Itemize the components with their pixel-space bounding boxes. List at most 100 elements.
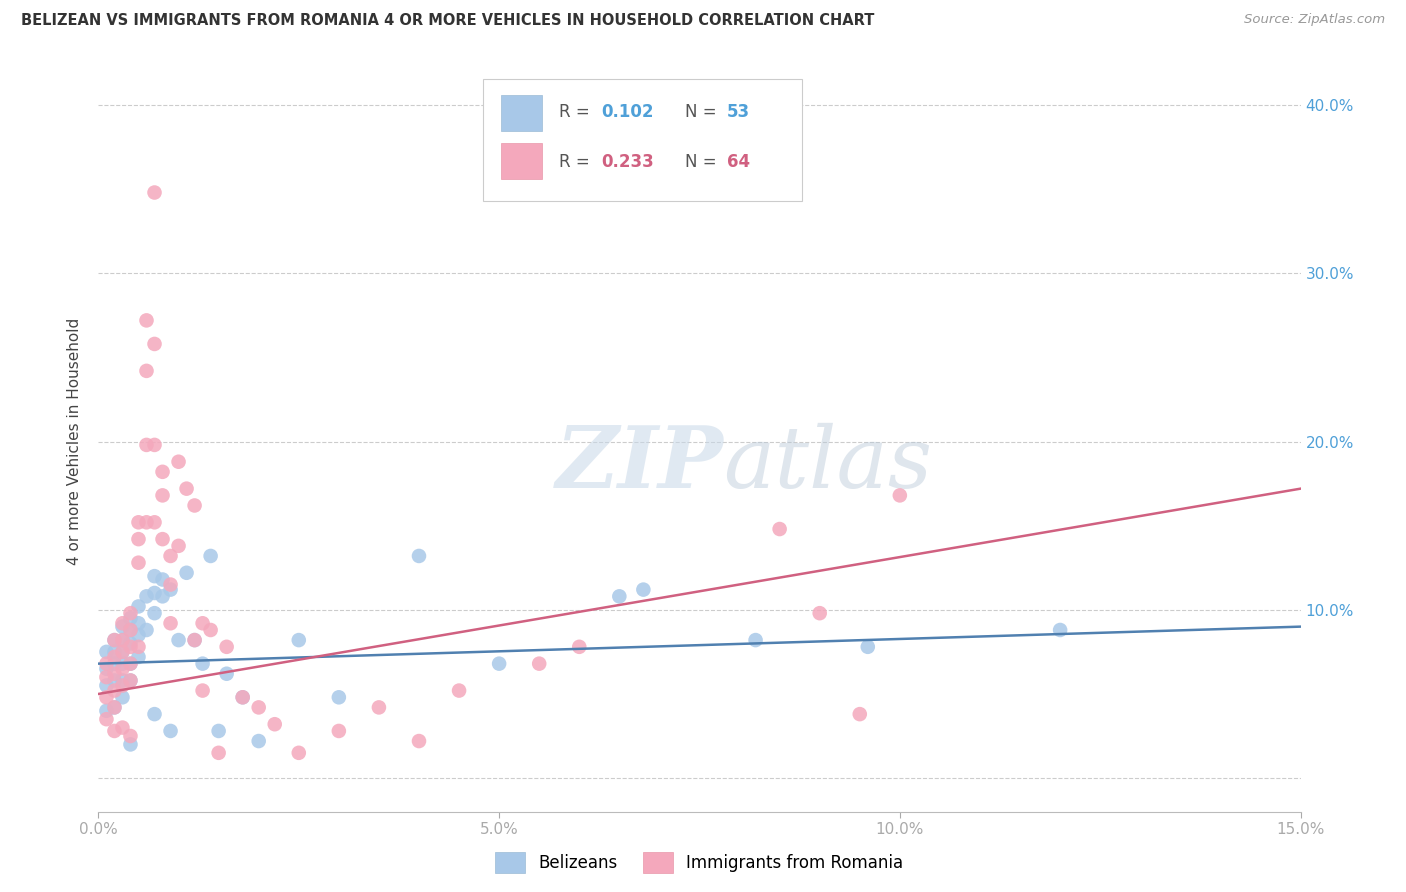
Point <box>215 640 238 654</box>
Point <box>488 657 510 671</box>
Point <box>159 577 181 591</box>
Point <box>128 616 150 631</box>
Point <box>120 640 142 654</box>
Point <box>152 532 174 546</box>
Point <box>152 573 174 587</box>
Text: 0.233: 0.233 <box>600 153 654 171</box>
Point <box>143 516 166 530</box>
Point <box>120 738 142 752</box>
Point <box>408 734 430 748</box>
Point <box>408 549 430 563</box>
FancyBboxPatch shape <box>501 144 541 178</box>
Point <box>152 465 174 479</box>
Point <box>111 645 134 659</box>
Point <box>167 633 190 648</box>
Point <box>111 616 134 631</box>
Point <box>103 633 125 648</box>
Point <box>609 590 631 604</box>
Point <box>159 723 181 738</box>
Point <box>96 657 118 671</box>
Point <box>856 640 879 654</box>
Point <box>183 499 205 513</box>
Point <box>120 657 142 671</box>
Point <box>103 645 125 659</box>
Point <box>176 482 198 496</box>
Point <box>288 746 311 760</box>
Point <box>96 704 118 718</box>
Point <box>120 606 142 620</box>
Point <box>808 606 831 620</box>
Point <box>1049 623 1071 637</box>
Point <box>128 649 150 664</box>
Point <box>152 488 174 502</box>
Text: 53: 53 <box>727 103 751 121</box>
Point <box>128 599 150 614</box>
Point <box>111 633 134 648</box>
Point <box>889 488 911 502</box>
Point <box>183 633 205 648</box>
Point <box>529 657 551 671</box>
Point <box>135 590 157 604</box>
Point <box>120 623 142 637</box>
Text: N =: N = <box>685 103 721 121</box>
Point <box>288 633 311 648</box>
Point <box>135 364 157 378</box>
Point <box>96 690 118 705</box>
Point <box>135 623 157 637</box>
Point <box>215 666 238 681</box>
Point <box>103 700 125 714</box>
Point <box>103 657 125 671</box>
Text: ZIP: ZIP <box>555 422 724 506</box>
Point <box>769 522 792 536</box>
Point <box>135 313 157 327</box>
Point <box>247 734 270 748</box>
Point <box>111 721 134 735</box>
Point <box>135 438 157 452</box>
Point <box>103 673 125 688</box>
Point <box>103 666 125 681</box>
Point <box>200 549 222 563</box>
Point <box>143 186 166 200</box>
Point <box>143 606 166 620</box>
Point <box>159 616 181 631</box>
Point <box>183 633 205 648</box>
Point <box>263 717 285 731</box>
Point <box>128 516 150 530</box>
Point <box>176 566 198 580</box>
Point <box>368 700 391 714</box>
Text: R =: R = <box>558 153 595 171</box>
Point <box>128 532 150 546</box>
Point <box>96 679 118 693</box>
Point <box>103 633 125 648</box>
Text: R =: R = <box>558 103 595 121</box>
Point <box>191 616 214 631</box>
Point <box>96 712 118 726</box>
Point <box>111 673 134 688</box>
Point <box>103 700 125 714</box>
Point <box>120 611 142 625</box>
Point <box>328 723 350 738</box>
Text: BELIZEAN VS IMMIGRANTS FROM ROMANIA 4 OR MORE VEHICLES IN HOUSEHOLD CORRELATION : BELIZEAN VS IMMIGRANTS FROM ROMANIA 4 OR… <box>21 13 875 29</box>
Point <box>96 645 118 659</box>
Legend: Belizeans, Immigrants from Romania: Belizeans, Immigrants from Romania <box>486 844 912 881</box>
Point <box>111 645 134 659</box>
Point <box>208 723 231 738</box>
Point <box>111 662 134 676</box>
Point <box>120 636 142 650</box>
Y-axis label: 4 or more Vehicles in Household: 4 or more Vehicles in Household <box>67 318 83 566</box>
Point <box>120 623 142 637</box>
Point <box>143 438 166 452</box>
Point <box>120 657 142 671</box>
Point <box>120 673 142 688</box>
Point <box>568 640 591 654</box>
Point <box>200 623 222 637</box>
Point <box>120 673 142 688</box>
FancyBboxPatch shape <box>501 95 541 130</box>
Point <box>447 683 470 698</box>
Point <box>111 657 134 671</box>
Text: atlas: atlas <box>724 423 932 505</box>
Point <box>633 582 655 597</box>
Point <box>103 723 125 738</box>
Point <box>128 640 150 654</box>
Point <box>103 683 125 698</box>
